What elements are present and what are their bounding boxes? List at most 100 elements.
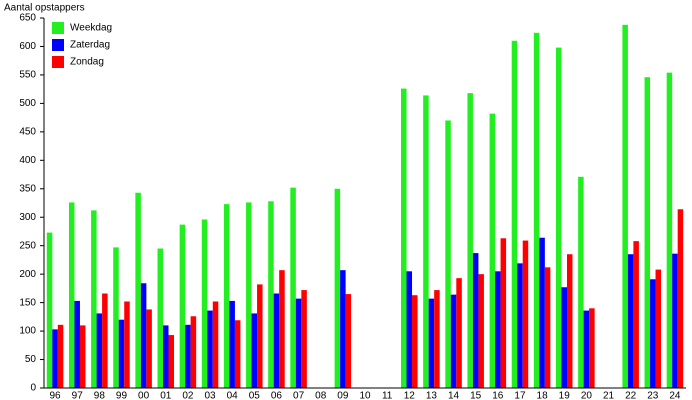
bar bbox=[229, 300, 235, 388]
bar bbox=[140, 283, 147, 388]
bar bbox=[633, 241, 639, 388]
bar bbox=[428, 298, 435, 388]
x-tick-label: 99 bbox=[116, 391, 128, 400]
x-tick-label: 13 bbox=[426, 391, 438, 400]
bar bbox=[251, 313, 258, 388]
bar bbox=[257, 284, 263, 388]
bar bbox=[666, 72, 673, 389]
bar bbox=[207, 310, 213, 388]
bar bbox=[113, 247, 119, 388]
bar bbox=[212, 301, 219, 388]
bar bbox=[57, 324, 64, 388]
bar bbox=[163, 325, 169, 388]
bar bbox=[179, 224, 186, 388]
bar bbox=[124, 301, 130, 388]
y-tick-label: 550 bbox=[19, 70, 36, 81]
bar bbox=[539, 237, 545, 388]
legend-swatch bbox=[52, 22, 64, 34]
bar bbox=[561, 287, 567, 388]
bar bbox=[168, 335, 175, 388]
bar bbox=[223, 204, 230, 388]
x-tick-label: 19 bbox=[559, 391, 571, 400]
bar bbox=[672, 253, 678, 388]
x-tick-label: 98 bbox=[94, 391, 106, 400]
y-tick-label: 400 bbox=[19, 155, 36, 166]
x-tick-label: 97 bbox=[72, 391, 84, 400]
bar bbox=[627, 254, 634, 388]
y-tick-label: 200 bbox=[19, 269, 36, 280]
bar bbox=[157, 248, 164, 388]
bar bbox=[46, 232, 53, 388]
bar bbox=[290, 187, 296, 388]
bar bbox=[423, 95, 429, 389]
y-tick-label: 150 bbox=[19, 297, 36, 308]
legend-swatch bbox=[52, 39, 64, 51]
x-tick-label: 04 bbox=[227, 391, 239, 400]
bar bbox=[345, 294, 352, 388]
x-tick-label: 01 bbox=[160, 391, 172, 400]
x-tick-label: 12 bbox=[404, 391, 416, 400]
bar bbox=[578, 176, 584, 388]
y-axis-title: Aantal opstappers bbox=[4, 3, 85, 14]
x-tick-label: 10 bbox=[359, 391, 371, 400]
bar bbox=[489, 113, 496, 388]
bar bbox=[146, 309, 152, 388]
x-tick-label: 16 bbox=[492, 391, 504, 400]
bar bbox=[434, 290, 440, 388]
x-tick-label: 08 bbox=[315, 391, 327, 400]
bar bbox=[450, 294, 457, 388]
x-tick-label: 22 bbox=[625, 391, 637, 400]
bar bbox=[68, 202, 75, 388]
bar bbox=[406, 271, 413, 388]
y-tick-label: 100 bbox=[19, 326, 36, 337]
bar bbox=[533, 32, 540, 389]
bar bbox=[500, 238, 507, 388]
bar bbox=[511, 40, 518, 389]
x-tick-label: 05 bbox=[249, 391, 261, 400]
bar bbox=[268, 201, 274, 388]
x-tick-label: 07 bbox=[293, 391, 305, 400]
bar bbox=[677, 209, 684, 388]
bar bbox=[566, 254, 573, 388]
y-tick-label: 300 bbox=[19, 212, 36, 223]
bar bbox=[517, 263, 523, 388]
legend-label: Zaterdag bbox=[70, 40, 110, 51]
bar bbox=[445, 120, 451, 388]
bar bbox=[295, 298, 302, 388]
x-tick-label: 20 bbox=[581, 391, 593, 400]
x-tick-label: 17 bbox=[514, 391, 526, 400]
bar bbox=[644, 77, 651, 388]
bar bbox=[478, 274, 484, 388]
bar bbox=[650, 279, 656, 388]
bar bbox=[589, 308, 595, 388]
y-tick-label: 600 bbox=[19, 41, 36, 52]
bar bbox=[79, 325, 86, 388]
legend-swatch bbox=[52, 56, 64, 68]
bar bbox=[246, 202, 252, 388]
legend-label: Zondag bbox=[70, 57, 104, 68]
x-tick-label: 21 bbox=[603, 391, 615, 400]
x-tick-label: 96 bbox=[50, 391, 62, 400]
bar bbox=[102, 293, 108, 388]
bar bbox=[467, 93, 473, 388]
x-tick-label: 06 bbox=[271, 391, 283, 400]
y-tick-label: 500 bbox=[19, 98, 36, 109]
y-tick-label: 350 bbox=[19, 183, 36, 194]
bar bbox=[456, 278, 462, 388]
bar bbox=[472, 253, 479, 388]
bar bbox=[52, 329, 58, 388]
bar bbox=[622, 24, 628, 388]
y-tick-label: 250 bbox=[19, 240, 36, 251]
bar bbox=[279, 270, 285, 388]
x-tick-label: 23 bbox=[647, 391, 659, 400]
y-tick-label: 0 bbox=[30, 383, 36, 394]
bar bbox=[234, 320, 241, 388]
bar bbox=[340, 270, 346, 388]
x-tick-label: 00 bbox=[138, 391, 150, 400]
bar bbox=[544, 267, 551, 388]
bar bbox=[655, 269, 662, 388]
bar bbox=[96, 313, 103, 388]
bar bbox=[91, 210, 97, 388]
x-tick-label: 15 bbox=[470, 391, 482, 400]
bar bbox=[201, 219, 208, 388]
